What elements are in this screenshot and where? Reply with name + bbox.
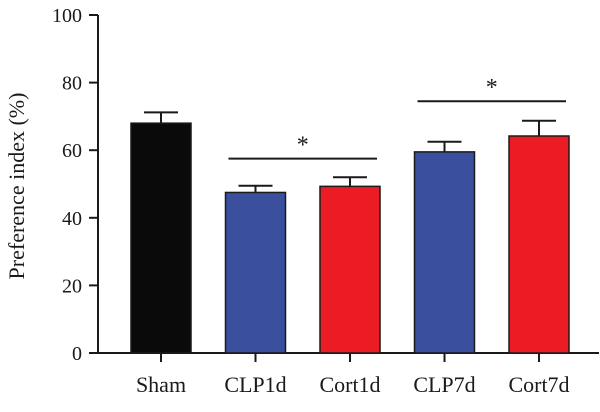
x-tick-label-sham: Sham bbox=[136, 372, 186, 397]
significance-label-0: * bbox=[297, 133, 309, 159]
bars-group bbox=[130, 122, 570, 354]
x-tick-label-clp1d: CLP1d bbox=[224, 372, 286, 397]
bar-cort1d bbox=[319, 185, 381, 354]
labels-group: 0 20 40 60 80 100 Sham CLP1d Cort1d CLP7d Cort7d bbox=[52, 5, 570, 397]
bar-clp7d bbox=[413, 151, 476, 354]
y-tick-label-40: 40 bbox=[62, 208, 82, 230]
y-tick-label-60: 60 bbox=[62, 140, 82, 162]
y-tick-label-100: 100 bbox=[52, 5, 82, 27]
y-tick-label-80: 80 bbox=[62, 73, 82, 95]
bar-clp1d bbox=[224, 191, 287, 354]
y-tick-label-0: 0 bbox=[72, 343, 82, 365]
x-tick-label-cort7d: Cort7d bbox=[508, 372, 569, 397]
x-tick-label-cort1d: Cort1d bbox=[319, 372, 380, 397]
significance-label-1: * bbox=[486, 75, 498, 101]
x-tick-label-clp7d: CLP7d bbox=[413, 372, 475, 397]
error-bars-group bbox=[144, 111, 556, 193]
bar-sham bbox=[130, 122, 192, 354]
bar-cort7d bbox=[508, 135, 570, 354]
y-tick-label-20: 20 bbox=[62, 275, 82, 297]
y-axis-title: Preference index (%) bbox=[4, 93, 29, 280]
significance-group: ** bbox=[228, 75, 566, 160]
